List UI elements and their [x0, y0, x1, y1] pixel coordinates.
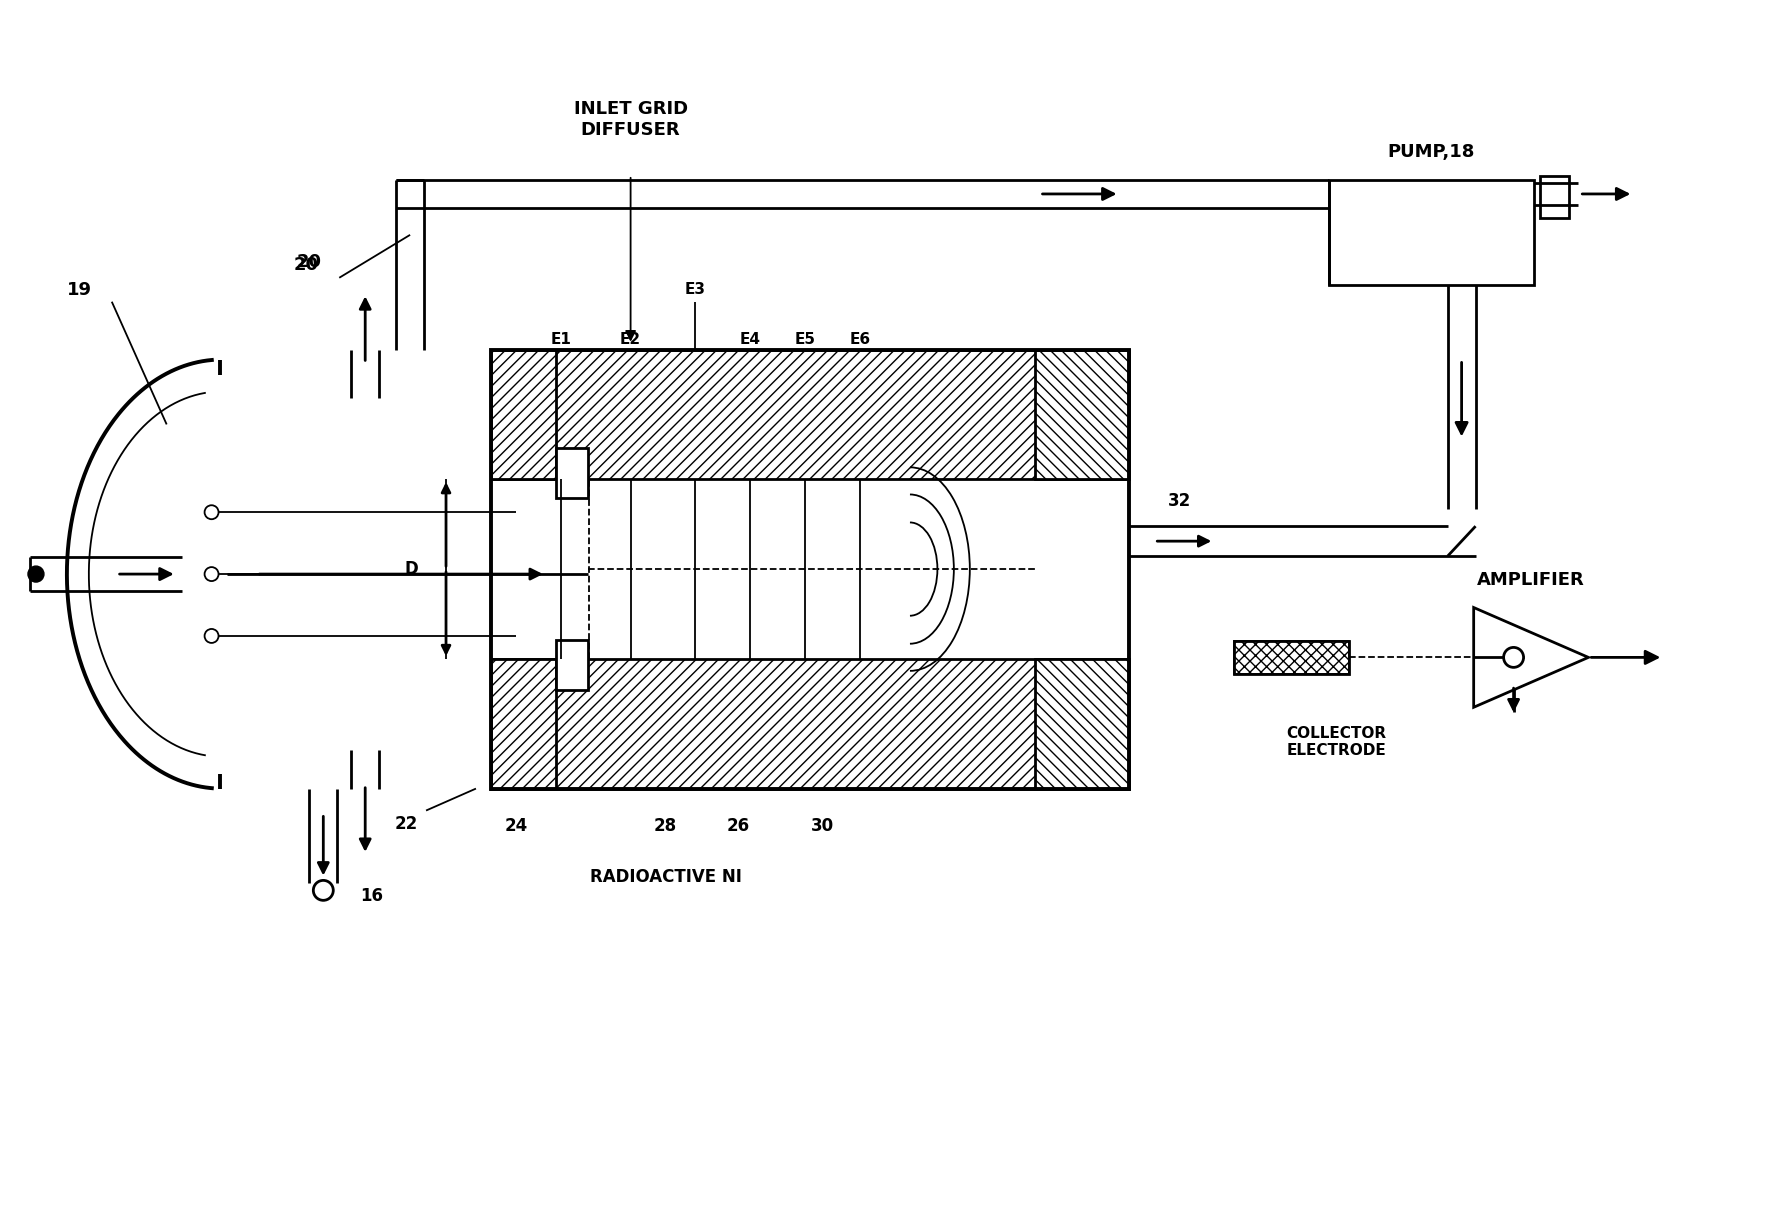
Text: 20: 20: [295, 256, 320, 274]
Circle shape: [1504, 647, 1523, 667]
Bar: [1540, 176, 1570, 218]
Text: E5: E5: [795, 332, 816, 347]
Bar: [1034, 350, 1129, 479]
Circle shape: [313, 880, 334, 901]
Text: E3: E3: [686, 283, 705, 297]
Bar: [1329, 180, 1534, 285]
Circle shape: [205, 505, 218, 519]
Text: RADIOACTIVE NI: RADIOACTIVE NI: [589, 868, 741, 886]
Bar: [555, 447, 588, 497]
Bar: [1034, 659, 1129, 789]
Text: E1: E1: [550, 332, 572, 347]
Text: E2: E2: [620, 332, 641, 347]
Bar: [491, 350, 1129, 479]
Text: 32: 32: [1168, 492, 1191, 511]
Text: 16: 16: [359, 887, 382, 906]
Bar: [1234, 641, 1348, 674]
Text: 30: 30: [811, 817, 834, 835]
Text: E4: E4: [739, 332, 761, 347]
Text: 22: 22: [395, 814, 418, 833]
Circle shape: [205, 567, 218, 581]
Polygon shape: [1473, 607, 1588, 707]
Text: 28: 28: [654, 817, 677, 835]
Text: E6: E6: [850, 332, 870, 347]
Bar: [491, 350, 1129, 789]
Text: PUMP,18: PUMP,18: [1388, 143, 1475, 161]
Text: 24: 24: [504, 817, 527, 835]
Bar: [555, 640, 588, 690]
Bar: [1234, 641, 1348, 674]
Bar: [491, 659, 1129, 789]
Bar: [491, 659, 555, 789]
Text: D: D: [404, 560, 418, 578]
Bar: [491, 350, 555, 479]
Text: 19: 19: [68, 280, 93, 299]
Text: COLLECTOR
ELECTRODE: COLLECTOR ELECTRODE: [1286, 725, 1386, 758]
Text: 20: 20: [296, 252, 321, 271]
Text: AMPLIFIER: AMPLIFIER: [1477, 570, 1584, 589]
Text: INLET GRID
DIFFUSER: INLET GRID DIFFUSER: [573, 100, 688, 139]
Text: 26: 26: [727, 817, 750, 835]
Circle shape: [29, 566, 45, 581]
Circle shape: [205, 629, 218, 642]
